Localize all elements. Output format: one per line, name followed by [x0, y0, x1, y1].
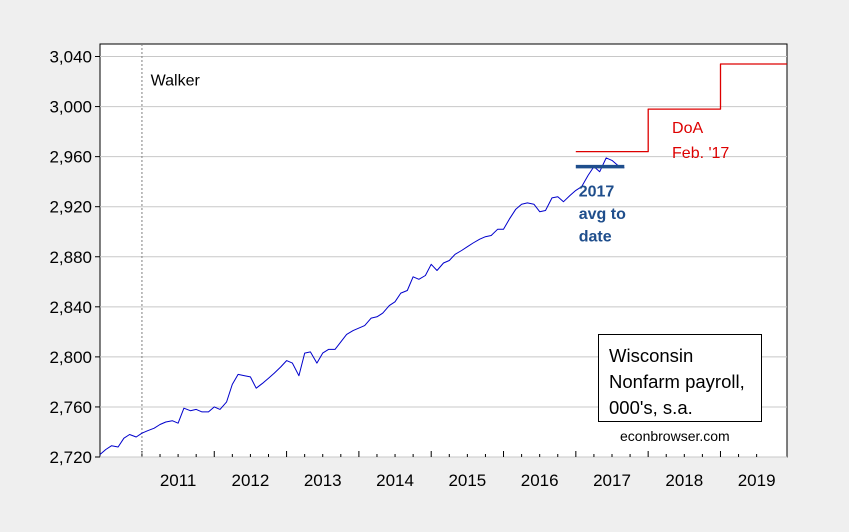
- y-tick-label: 3,040: [49, 48, 92, 67]
- legend-line3: 000's, s.a.: [609, 397, 693, 418]
- y-tick-label: 2,880: [49, 248, 92, 267]
- series-layer: [99, 63, 787, 455]
- walker-label: Walker: [151, 72, 201, 89]
- y-tick-label: 2,720: [49, 448, 92, 467]
- x-tick-label: 2018: [665, 471, 703, 490]
- source-label: econbrowser.com: [620, 428, 730, 444]
- y-tick-label: 2,760: [49, 398, 92, 417]
- x-tick-label: 2019: [738, 471, 776, 490]
- legend-line2: Nonfarm payroll,: [609, 371, 745, 392]
- x-tick-label: 2015: [448, 471, 486, 490]
- doa-label-line2: Feb. '17: [672, 145, 729, 162]
- x-tick-label: 2013: [304, 471, 342, 490]
- avg-label-line1: 2017: [579, 184, 615, 201]
- x-tick-label: 2016: [521, 471, 559, 490]
- y-tick-label: 2,920: [49, 198, 92, 217]
- y-tick-label: 3,000: [49, 98, 92, 117]
- y-axis-ticks: 2,720 2,760 2,800 2,840 2,880 2,920 2,960 3,000…: [49, 48, 100, 467]
- x-tick-label: 2011: [160, 471, 197, 490]
- y-tick-label: 2,800: [49, 348, 92, 367]
- y-tick-label: 2,840: [49, 298, 92, 317]
- x-tick-label: 2012: [232, 471, 270, 490]
- avg-label-line3: date: [579, 229, 612, 246]
- legend-line1: Wisconsin: [609, 345, 694, 366]
- x-tick-label: 2017: [593, 471, 631, 490]
- legend-box: Wisconsin Nonfarm payroll, 000's, s.a.: [598, 334, 762, 422]
- payroll-series-line: [99, 157, 625, 455]
- x-tick-label: 2014: [376, 471, 414, 490]
- avg-label-line2: avg to: [579, 206, 626, 223]
- y-tick-label: 2,960: [49, 148, 92, 167]
- doa-forecast-series-line: [575, 63, 787, 153]
- doa-label-line1: DoA: [672, 120, 703, 137]
